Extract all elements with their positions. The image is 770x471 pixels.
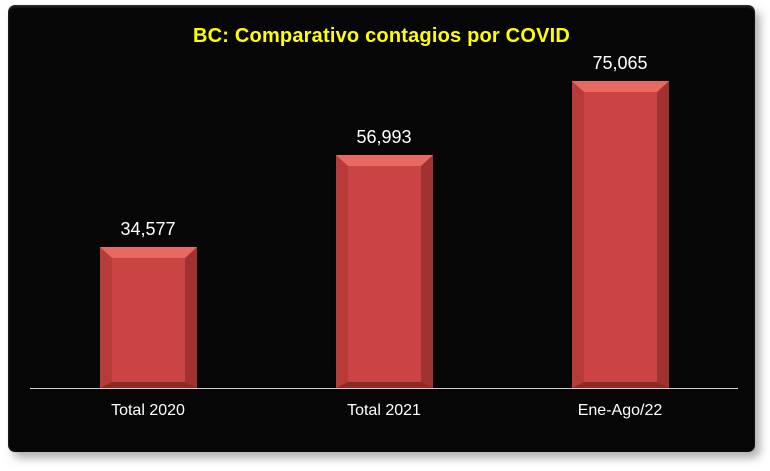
category-row: Total 2020 Total 2021 Ene-Ago/22	[30, 402, 738, 420]
bar	[99, 247, 197, 388]
chart-panel: BC: Comparativo contagios por COVID 34,5…	[8, 5, 755, 452]
bar	[571, 81, 669, 388]
bar-group: 56,993	[266, 45, 502, 388]
bar-value-label: 34,577	[120, 219, 176, 239]
bar-group: 75,065	[502, 45, 738, 388]
category-label: Total 2021	[347, 402, 421, 419]
bar-value-label: 75,065	[592, 53, 648, 73]
chart-title: BC: Comparativo contagios por COVID	[192, 25, 571, 47]
x-axis-line	[30, 388, 738, 389]
bar	[335, 155, 433, 388]
category-label: Ene-Ago/22	[577, 402, 663, 419]
category-label: Total 2020	[111, 402, 185, 419]
bar-group: 34,577	[30, 45, 266, 388]
plot-area: 34,577 56,993 75,065	[30, 45, 738, 388]
bar-value-label: 56,993	[356, 127, 412, 147]
